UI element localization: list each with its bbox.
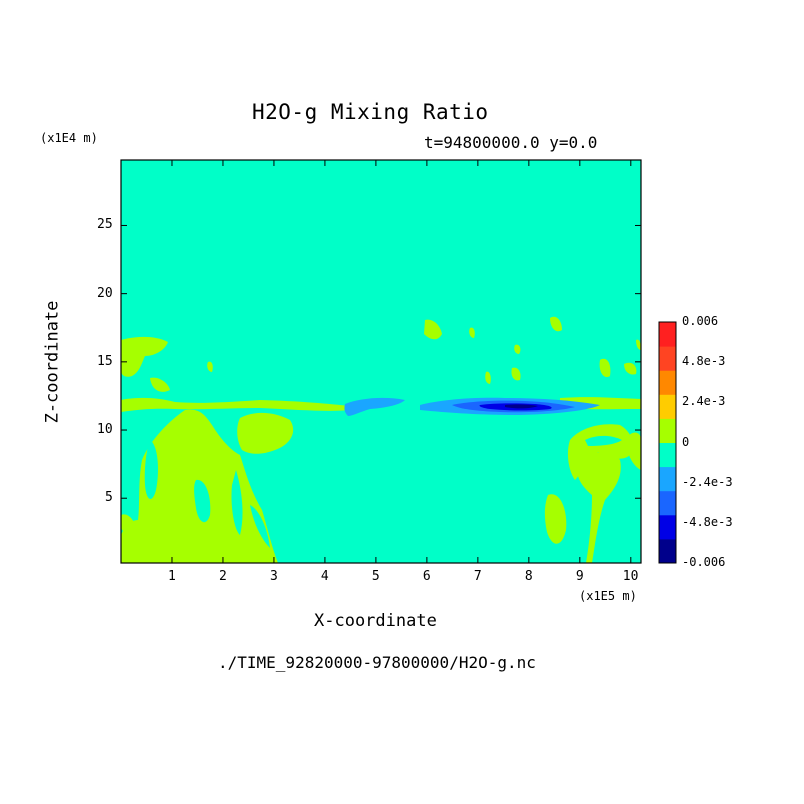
colorbar-label: 2.4e-3 [682,394,726,409]
file-path-footer: ./TIME_92820000-97800000/H2O-g.nc [218,653,536,672]
x-tick-label: 1 [167,569,176,584]
colorbar-segment [659,466,676,492]
colorbar-segment [659,490,676,516]
x-tick-label: 8 [524,569,533,584]
x-tick-label: 10 [622,569,639,584]
contour-region [485,371,491,384]
x-axis-label: X-coordinate [314,611,437,631]
colorbar-segment [659,370,676,395]
colorbar-segment [659,322,676,347]
colorbar [658,321,677,564]
colorbar-label: -4.8e-3 [682,514,733,529]
x-tick-label: 2 [218,569,227,584]
colorbar-segment [659,394,676,419]
colorbar-label: -0.006 [682,555,726,569]
contour-region [599,358,611,378]
chart-subtitle: t=94800000.0 y=0.0 [424,133,598,152]
colorbar-label: 0.006 [682,314,719,328]
colorbar-segment [659,442,676,468]
x-tick-label: 4 [320,569,329,584]
contour-region [231,470,243,535]
colorbar-label: 4.8e-3 [682,354,726,369]
colorbar-segment [659,514,676,540]
contour-region [150,377,170,392]
y-tick-label: 5 [105,490,113,506]
y-tick-label: 10 [97,422,113,438]
contour-region [250,505,270,548]
contour-region [121,397,350,412]
chart-title: H2O-g Mixing Ratio [252,100,489,124]
contour-region [544,494,567,544]
x-tick-label: 5 [371,569,380,584]
contour-region [577,451,621,563]
contour-region [550,316,562,332]
colorbar-frame [658,321,677,564]
contour-region [514,344,521,354]
contour-region [636,339,641,350]
colorbar-segment [659,346,676,371]
x-tick-label: 3 [269,569,278,584]
x-tick-label: 6 [422,569,431,584]
contour-region [628,432,641,470]
contour-region [424,319,442,340]
y-tick-label: 20 [97,285,113,301]
x-unit-label: (x1E5 m) [579,589,637,603]
contour-region [237,412,294,454]
colorbar-label: 0 [682,434,690,449]
contour-region [505,404,538,409]
y-tick-label: 25 [97,217,113,233]
contour-region [585,435,622,446]
contour-region [344,397,405,416]
contour-region [121,336,168,377]
x-tick-label: 7 [473,569,482,584]
y-tick-label: 15 [97,353,113,369]
contour-region [207,361,213,372]
x-tick-label: 9 [575,569,584,584]
contour-fills [121,316,641,563]
contour-region [511,367,521,381]
contour-region [121,514,137,535]
colorbar-segment [659,538,676,564]
contour-region [144,440,158,500]
contour-region [194,479,211,523]
colorbar-segment [659,418,676,443]
colorbar-label: -2.4e-3 [682,474,733,489]
contour-region [624,362,637,375]
contour-region [469,327,475,338]
y-axis-label: Z-coordinate [42,300,63,424]
y-unit-label: (x1E4 m) [40,131,98,145]
axis-ticks [121,160,641,563]
